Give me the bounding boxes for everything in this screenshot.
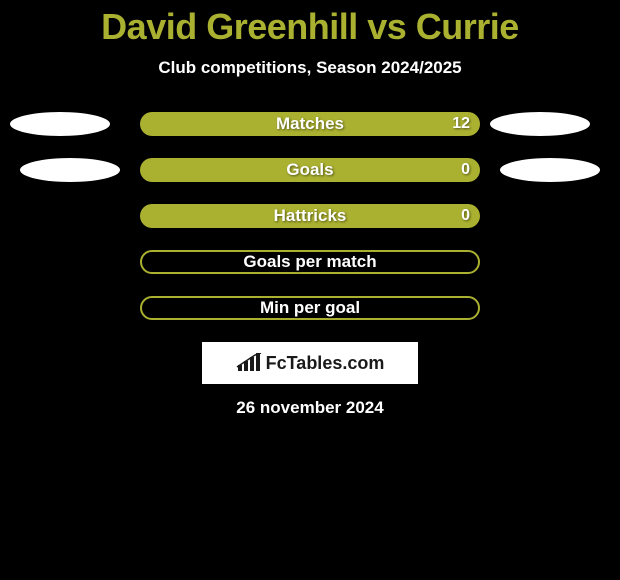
stat-label: Goals: [140, 160, 480, 180]
stat-value: 12: [452, 115, 470, 133]
comparison-title: David Greenhill vs Currie: [0, 0, 620, 48]
bar-chart-icon: [236, 353, 262, 373]
right-marker-ellipse: [500, 158, 600, 182]
logo-text: FcTables.com: [266, 353, 385, 374]
left-marker-ellipse: [10, 112, 110, 136]
stat-label: Matches: [140, 114, 480, 134]
stat-bar: Matches12: [140, 112, 480, 136]
stat-label: Goals per match: [142, 252, 478, 272]
stat-label: Hattricks: [140, 206, 480, 226]
stat-row: Goals per match: [0, 250, 620, 274]
right-marker-ellipse: [490, 112, 590, 136]
chart-area: Matches12Goals0Hattricks0Goals per match…: [0, 112, 620, 320]
left-marker-ellipse: [20, 158, 120, 182]
comparison-subtitle: Club competitions, Season 2024/2025: [0, 58, 620, 78]
stat-row: Min per goal: [0, 296, 620, 320]
logo-box: FcTables.com: [202, 342, 418, 384]
stat-bar: Min per goal: [140, 296, 480, 320]
stat-row: Matches12: [0, 112, 620, 136]
stat-value: 0: [461, 207, 470, 225]
stat-value: 0: [461, 161, 470, 179]
stat-row: Hattricks0: [0, 204, 620, 228]
stat-bar: Hattricks0: [140, 204, 480, 228]
stat-bar: Goals per match: [140, 250, 480, 274]
stat-bar: Goals0: [140, 158, 480, 182]
stat-row: Goals0: [0, 158, 620, 182]
stat-label: Min per goal: [142, 298, 478, 318]
date-label: 26 november 2024: [0, 398, 620, 418]
